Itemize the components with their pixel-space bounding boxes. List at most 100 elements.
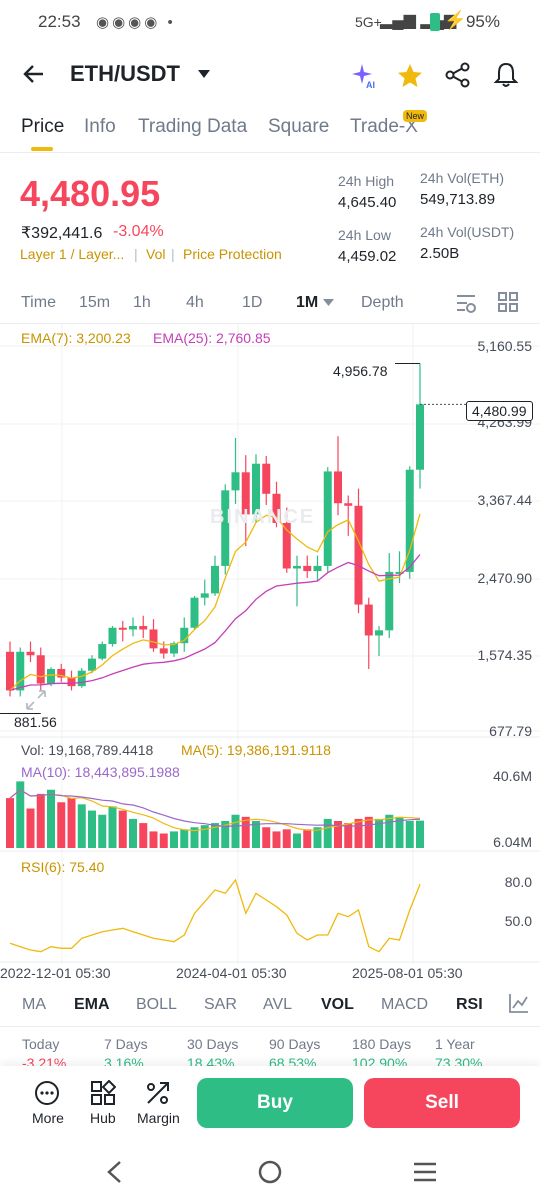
ai-sparkle-icon[interactable]: AI xyxy=(350,62,378,90)
new-badge: New xyxy=(403,110,428,122)
tag-price-protection[interactable]: Price Protection xyxy=(183,246,282,262)
grid-layout-icon[interactable] xyxy=(498,292,518,312)
buy-button[interactable]: Buy xyxy=(197,1078,353,1128)
volume-bar xyxy=(159,833,168,848)
volume-ma10-line xyxy=(9,789,421,828)
candle-body xyxy=(118,627,127,630)
indicator-ema[interactable]: EMA xyxy=(74,996,110,1013)
volume-bar xyxy=(149,831,158,848)
tab-info[interactable]: Info xyxy=(84,116,116,137)
chart-settings-icon[interactable] xyxy=(455,292,477,314)
candle-body xyxy=(282,522,291,569)
volume-bar xyxy=(241,816,250,848)
chevron-down-icon[interactable] xyxy=(198,70,210,80)
candle-body xyxy=(159,648,168,654)
indicator-ma[interactable]: MA xyxy=(22,996,46,1013)
tab-price[interactable]: Price xyxy=(21,116,65,137)
margin-label[interactable]: Margin xyxy=(137,1110,180,1126)
candle-body xyxy=(200,593,209,598)
candle-body xyxy=(344,503,353,506)
low-marker: 881.56 xyxy=(14,714,57,730)
rsi-axis-label: 50.0 xyxy=(504,913,532,929)
star-favorite-icon[interactable] xyxy=(396,62,424,90)
pair-title[interactable]: ETH/USDT xyxy=(70,61,180,86)
hub-icon[interactable] xyxy=(90,1080,116,1106)
candle-body xyxy=(364,604,373,636)
volume-ma5-line xyxy=(9,789,421,832)
more-icon[interactable] xyxy=(34,1080,60,1106)
volume-bar xyxy=(313,827,322,848)
current-price-tag[interactable]: 4,480.99 xyxy=(466,401,533,421)
tag-separator: | xyxy=(171,246,175,262)
candle-body xyxy=(405,469,414,572)
active-tab-indicator xyxy=(31,147,53,151)
indicator-rsi[interactable]: RSI xyxy=(456,996,483,1013)
tab-trading-data[interactable]: Trading Data xyxy=(138,116,248,137)
tag-vol[interactable]: Vol xyxy=(146,246,166,262)
more-label[interactable]: More xyxy=(32,1110,64,1126)
volume-bar xyxy=(180,829,189,848)
network-label: 5G+ xyxy=(355,14,382,30)
candle-body xyxy=(67,677,76,687)
chevron-down-icon[interactable] xyxy=(323,299,334,307)
indicator-macd[interactable]: MACD xyxy=(381,996,429,1013)
margin-icon[interactable] xyxy=(145,1080,171,1106)
nav-home-icon[interactable] xyxy=(258,1160,282,1184)
indicator-vol[interactable]: VOL xyxy=(321,996,354,1013)
tf-1m[interactable]: 1M xyxy=(296,294,319,311)
indicator-settings-icon[interactable] xyxy=(508,992,530,1014)
price-axis-label: 677.79 xyxy=(489,723,532,739)
volume-bar xyxy=(385,814,394,848)
tf-depth[interactable]: Depth xyxy=(361,294,404,311)
indicator-sar[interactable]: SAR xyxy=(204,996,237,1013)
tf-15m[interactable]: 15m xyxy=(79,294,111,311)
perf-label: 7 Days xyxy=(104,1036,148,1052)
tf-1d[interactable]: 1D xyxy=(242,294,263,311)
volume-bar xyxy=(416,820,424,848)
volume-bar xyxy=(354,818,363,848)
volume-bar xyxy=(375,818,383,848)
candle-body xyxy=(395,571,404,574)
divider xyxy=(0,323,540,324)
hub-label[interactable]: Hub xyxy=(90,1110,116,1126)
tag-layer1[interactable]: Layer 1 / Layer... xyxy=(20,246,125,262)
volume-bar xyxy=(344,823,353,848)
indicator-boll[interactable]: BOLL xyxy=(136,996,177,1013)
perf-label: 180 Days xyxy=(352,1036,412,1052)
back-arrow-icon[interactable] xyxy=(22,62,46,86)
nav-recents-icon[interactable] xyxy=(413,1161,437,1183)
volume-bar xyxy=(57,802,66,848)
price-axis-label: 2,470.90 xyxy=(477,570,533,586)
volume-bar xyxy=(282,829,291,848)
tf-4h[interactable]: 4h xyxy=(186,294,204,311)
tab-square[interactable]: Square xyxy=(268,116,330,137)
volume-bar xyxy=(221,821,230,848)
volume-bar xyxy=(272,831,281,848)
tf-1h[interactable]: 1h xyxy=(133,294,151,311)
candle-body xyxy=(221,490,230,566)
volume-bar xyxy=(88,810,96,848)
price-axis-label: 5,160.55 xyxy=(477,338,533,354)
price-axis-label: 1,574.35 xyxy=(477,647,533,663)
candle-body xyxy=(108,627,117,645)
candlestick-chart[interactable] xyxy=(0,324,540,984)
tf-time[interactable]: Time xyxy=(21,294,56,311)
sell-button[interactable]: Sell xyxy=(364,1078,520,1128)
candle-body xyxy=(190,597,199,628)
date-axis-label: 2025-08-01 05:30 xyxy=(352,965,463,981)
candle-body xyxy=(6,651,14,691)
tab-trade-x[interactable]: Trade-X xyxy=(350,116,418,137)
expand-chart-icon[interactable] xyxy=(24,688,48,712)
nav-back-icon[interactable] xyxy=(104,1160,124,1184)
share-icon[interactable] xyxy=(445,62,471,88)
volume-bar xyxy=(293,833,301,848)
volume-bar xyxy=(47,789,55,848)
candle-body xyxy=(139,626,148,630)
indicator-avl[interactable]: AVL xyxy=(263,996,293,1013)
vol-legend: Vol: 19,168,789.4418 xyxy=(21,742,154,758)
volume-bar xyxy=(231,814,240,848)
high-label: 24h High xyxy=(338,173,395,189)
date-axis-label: 2024-04-01 05:30 xyxy=(176,965,287,981)
bell-alert-icon[interactable] xyxy=(493,61,519,89)
candle-body xyxy=(77,670,86,687)
